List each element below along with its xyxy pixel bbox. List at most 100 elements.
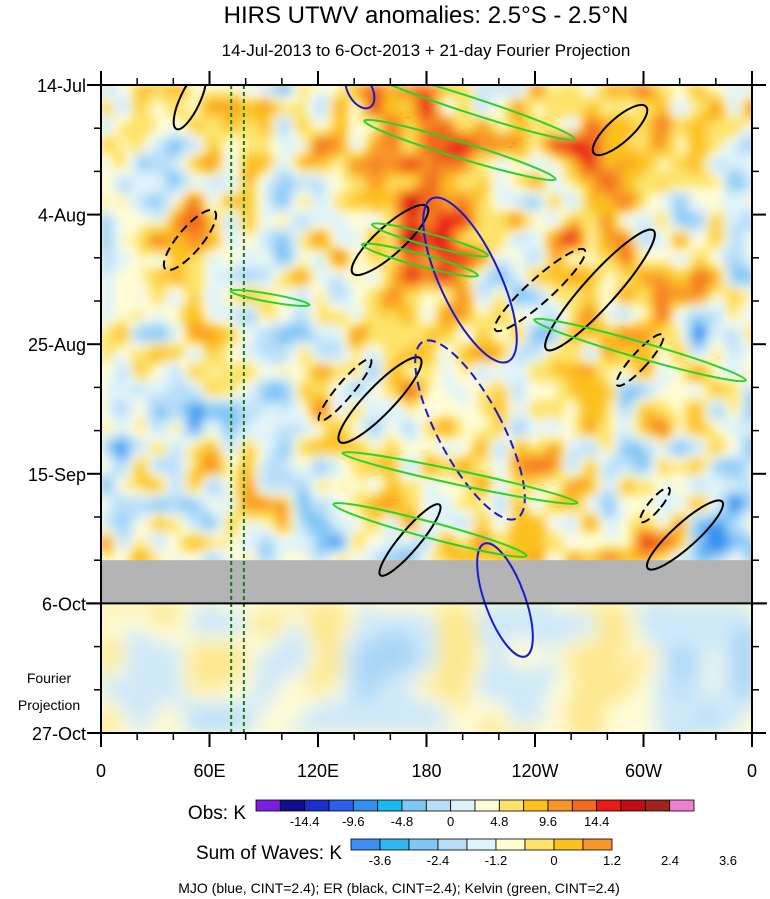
- obs-cell: [365, 381, 372, 389]
- obs-cell: [539, 318, 546, 326]
- obs-cell: [329, 110, 336, 118]
- obs-cell: [365, 412, 372, 420]
- obs-cell: [155, 229, 162, 237]
- obs-cell: [299, 217, 306, 225]
- obs-cell: [479, 387, 486, 395]
- obs-cell: [311, 444, 318, 452]
- obs-cell: [389, 160, 396, 168]
- obs-cell: [569, 318, 576, 326]
- obs-cell: [251, 318, 258, 326]
- obs-cell: [395, 135, 402, 143]
- obs-cell: [305, 135, 312, 143]
- obs-cell: [419, 337, 426, 345]
- obs-cell: [425, 154, 432, 162]
- obs-cell: [317, 368, 324, 376]
- obs-cell: [461, 160, 468, 168]
- obs-cell: [353, 311, 360, 319]
- obs-cell: [263, 116, 270, 124]
- obs-cell: [263, 299, 270, 307]
- obs-cell: [401, 148, 408, 156]
- obs-cell: [521, 211, 528, 219]
- obs-cell: [119, 381, 126, 389]
- obs-cell: [641, 412, 648, 420]
- obs-cell: [659, 318, 666, 326]
- obs-cell: [659, 179, 666, 187]
- obs-cell: [251, 381, 258, 389]
- obs-cell: [443, 173, 450, 181]
- obs-cell: [701, 337, 708, 345]
- obs-cell: [599, 229, 606, 237]
- obs-cell: [221, 355, 228, 363]
- obs-cell: [467, 349, 474, 357]
- obs-cell: [149, 318, 156, 326]
- obs-cell: [461, 129, 468, 137]
- obs-cell: [383, 116, 390, 124]
- obs-cell: [665, 192, 672, 200]
- obs-cell: [737, 437, 744, 445]
- obs-cell: [449, 387, 456, 395]
- obs-cell: [263, 393, 270, 401]
- obs-cell: [671, 274, 678, 282]
- obs-cell: [707, 286, 714, 294]
- obs-cell: [527, 248, 534, 256]
- obs-cell: [563, 381, 570, 389]
- obs-cell: [593, 305, 600, 313]
- obs-cell: [251, 406, 258, 414]
- obs-cell: [221, 223, 228, 231]
- obs-cell: [509, 374, 516, 382]
- obs-cell: [431, 418, 438, 426]
- obs-cell: [527, 85, 534, 93]
- obs-cell: [263, 437, 270, 445]
- obs-cell: [245, 318, 252, 326]
- obs-cell: [365, 355, 372, 363]
- obs-cell: [233, 406, 240, 414]
- obs-cell: [311, 400, 318, 408]
- obs-cell: [107, 223, 114, 231]
- obs-cell: [119, 248, 126, 256]
- obs-cell: [359, 192, 366, 200]
- obs-cell: [701, 324, 708, 332]
- obs-cell: [245, 103, 252, 111]
- obs-cell: [539, 286, 546, 294]
- obs-cell: [101, 217, 108, 225]
- obs-cell: [443, 148, 450, 156]
- obs-cell: [473, 116, 480, 124]
- obs-cell: [431, 274, 438, 282]
- obs-cell: [569, 381, 576, 389]
- obs-cell: [251, 311, 258, 319]
- obs-cell: [737, 274, 744, 282]
- obs-cell: [467, 274, 474, 282]
- obs-cell: [371, 192, 378, 200]
- obs-cell: [107, 387, 114, 395]
- obs-cell: [497, 311, 504, 319]
- obs-cell: [587, 368, 594, 376]
- obs-cell: [167, 242, 174, 250]
- obs-cell: [479, 173, 486, 181]
- obs-cell: [323, 431, 330, 439]
- obs-cell: [143, 368, 150, 376]
- obs-cell: [395, 160, 402, 168]
- obs-cell: [479, 286, 486, 294]
- obs-cell: [101, 141, 108, 149]
- obs-cell: [665, 330, 672, 338]
- obs-cell: [701, 280, 708, 288]
- obs-cell: [419, 122, 426, 130]
- obs-cell: [659, 267, 666, 275]
- obs-cell: [479, 154, 486, 162]
- obs-cell: [587, 292, 594, 300]
- obs-cell: [317, 412, 324, 420]
- obs-cell: [611, 255, 618, 263]
- obs-cell: [413, 400, 420, 408]
- obs-cell: [545, 437, 552, 445]
- obs-cell: [551, 141, 558, 149]
- obs-cell: [647, 299, 654, 307]
- obs-cell: [617, 103, 624, 111]
- obs-cell: [407, 103, 414, 111]
- obs-cell: [269, 330, 276, 338]
- obs-cell: [593, 198, 600, 206]
- obs-cell: [413, 185, 420, 193]
- chart-subtitle: 14-Jul-2013 to 6-Oct-2013 + 21-day Fouri…: [222, 41, 631, 60]
- obs-cell: [173, 349, 180, 357]
- obs-cell: [611, 91, 618, 99]
- obs-cell: [707, 318, 714, 326]
